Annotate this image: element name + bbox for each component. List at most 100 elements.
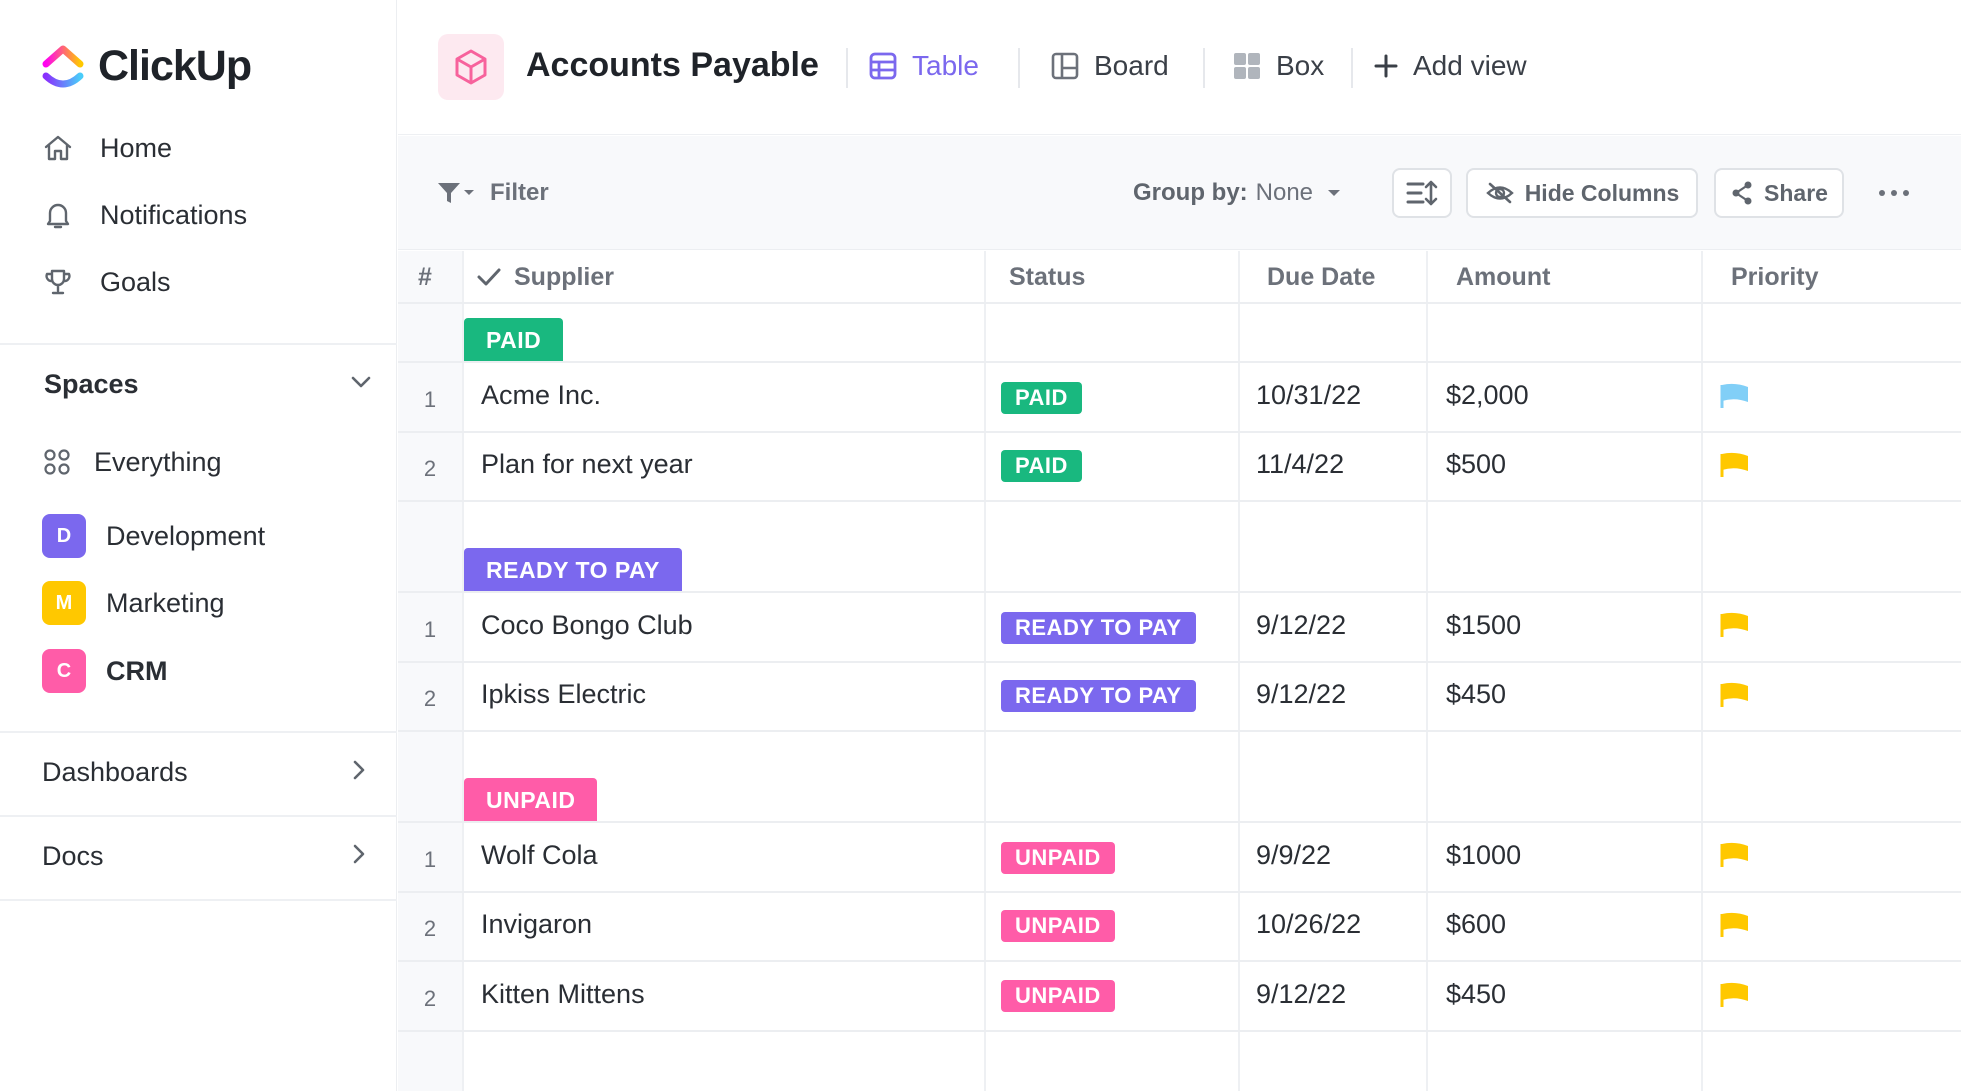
status-badge[interactable]: READY TO PAY	[1001, 612, 1196, 644]
page-title: Accounts Payable	[526, 46, 819, 84]
tab-table[interactable]: Table	[868, 46, 979, 86]
due-date-cell[interactable]: 11/4/22	[1256, 449, 1345, 479]
status-badge[interactable]: UNPAID	[1001, 842, 1115, 874]
row-number: 2	[423, 916, 437, 941]
group-by-dropdown[interactable]: Group by: None	[1133, 176, 1345, 210]
table-icon	[869, 52, 897, 80]
group-header-unpaid[interactable]: UNPAID	[464, 778, 598, 822]
row-number: 1	[423, 387, 437, 412]
sidebar-item-everything[interactable]: Everything	[42, 440, 222, 484]
tab-divider	[1203, 48, 1205, 88]
amount-cell[interactable]: $500	[1446, 449, 1507, 479]
space-avatar: C	[42, 649, 86, 693]
dashboards-label: Dashboards	[42, 756, 188, 787]
add-view-label: Add view	[1413, 50, 1527, 81]
due-date-cell[interactable]: 9/12/22	[1256, 610, 1347, 640]
status-badge[interactable]: READY TO PAY	[1001, 680, 1196, 712]
amount-cell[interactable]: $450	[1446, 979, 1507, 1009]
home-icon	[40, 130, 76, 166]
tab-box[interactable]: Box	[1232, 46, 1324, 86]
tab-board[interactable]: Board	[1050, 46, 1169, 86]
status-badge[interactable]: UNPAID	[1001, 910, 1115, 942]
nav-notifications[interactable]: Notifications	[40, 195, 247, 235]
sidebar-item-crm[interactable]: C CRM	[42, 649, 168, 693]
docs-label: Docs	[42, 840, 104, 871]
amount-cell[interactable]: $2,000	[1446, 380, 1529, 410]
logo[interactable]: ClickUp	[42, 40, 252, 92]
add-view-button[interactable]: Add view	[1373, 46, 1527, 86]
supplier-cell[interactable]: Plan for next year	[481, 449, 693, 479]
hide-columns-label: Hide Columns	[1524, 179, 1680, 206]
cube-icon	[455, 49, 487, 85]
hide-columns-button[interactable]: Hide Columns	[1466, 168, 1698, 218]
sidebar-divider	[0, 815, 397, 817]
amount-cell[interactable]: $1500	[1446, 610, 1522, 640]
due-date-cell[interactable]: 9/12/22	[1256, 979, 1347, 1009]
amount-cell[interactable]: $1000	[1446, 840, 1522, 870]
priority-flag-icon[interactable]	[1720, 842, 1750, 868]
column-header-due-date[interactable]: Due Date	[1267, 262, 1376, 291]
group-by-value: None	[1255, 179, 1314, 206]
column-divider	[1701, 251, 1703, 1091]
status-badge[interactable]: PAID	[1001, 450, 1082, 482]
group-header-ready-to-pay[interactable]: READY TO PAY	[464, 548, 682, 592]
priority-flag-icon[interactable]	[1720, 912, 1750, 938]
column-header-status[interactable]: Status	[1009, 262, 1086, 291]
everything-icon	[42, 447, 72, 477]
column-header-num: #	[418, 262, 432, 291]
space-avatar: D	[42, 514, 86, 558]
share-icon	[1732, 181, 1752, 205]
sort-button[interactable]	[1392, 168, 1452, 218]
due-date-cell[interactable]: 9/9/22	[1256, 840, 1332, 870]
priority-flag-icon[interactable]	[1720, 682, 1750, 708]
priority-flag-icon[interactable]	[1720, 452, 1750, 478]
supplier-cell[interactable]: Acme Inc.	[481, 380, 602, 410]
row-divider	[398, 730, 1961, 732]
status-badge[interactable]: PAID	[1001, 382, 1082, 414]
spaces-header[interactable]: Spaces	[44, 364, 374, 404]
filter-button[interactable]: Filter	[436, 176, 549, 210]
chevron-right-icon[interactable]	[346, 757, 372, 788]
filter-icon	[438, 183, 474, 203]
due-date-cell[interactable]: 10/26/22	[1256, 909, 1362, 939]
board-icon	[1051, 52, 1079, 80]
supplier-cell[interactable]: Wolf Cola	[481, 840, 598, 870]
data-table: # Supplier Status Due Date Amount Priori…	[398, 251, 1961, 1091]
space-label: Development	[106, 520, 266, 551]
tab-divider	[1018, 48, 1020, 88]
group-header-paid[interactable]: PAID	[464, 318, 564, 362]
column-header-amount[interactable]: Amount	[1456, 262, 1551, 291]
supplier-cell[interactable]: Kitten Mittens	[481, 979, 645, 1009]
amount-cell[interactable]: $600	[1446, 909, 1507, 939]
more-options-icon[interactable]	[1876, 176, 1912, 210]
sidebar-item-docs[interactable]: Docs	[42, 834, 372, 878]
priority-flag-icon[interactable]	[1720, 612, 1750, 638]
sidebar-item-development[interactable]: D Development	[42, 514, 265, 558]
due-date-cell[interactable]: 9/12/22	[1256, 679, 1347, 709]
spaces-label: Spaces	[44, 368, 139, 399]
supplier-cell[interactable]: Invigaron	[481, 909, 593, 939]
chevron-down-icon[interactable]	[348, 369, 374, 400]
due-date-cell[interactable]: 10/31/22	[1256, 380, 1362, 410]
row-divider	[398, 302, 1961, 304]
column-header-priority[interactable]: Priority	[1731, 262, 1819, 291]
supplier-cell[interactable]: Coco Bongo Club	[481, 610, 693, 640]
supplier-cell[interactable]: Ipkiss Electric	[481, 679, 647, 709]
list-icon[interactable]	[438, 34, 504, 100]
priority-flag-icon[interactable]	[1720, 383, 1750, 409]
row-divider	[398, 661, 1961, 663]
nav-home[interactable]: Home	[40, 128, 172, 168]
tab-divider	[846, 48, 848, 88]
tab-box-label: Box	[1276, 50, 1325, 81]
row-divider	[398, 591, 1961, 593]
priority-flag-icon[interactable]	[1720, 982, 1750, 1008]
column-header-supplier[interactable]: Supplier	[476, 251, 614, 303]
amount-cell[interactable]: $450	[1446, 679, 1507, 709]
nav-goals[interactable]: Goals	[40, 262, 171, 302]
chevron-right-icon[interactable]	[346, 841, 372, 872]
status-badge[interactable]: UNPAID	[1001, 980, 1115, 1012]
sidebar-item-marketing[interactable]: M Marketing	[42, 581, 225, 625]
sidebar-item-dashboards[interactable]: Dashboards	[42, 750, 372, 794]
share-button[interactable]: Share	[1714, 168, 1844, 218]
